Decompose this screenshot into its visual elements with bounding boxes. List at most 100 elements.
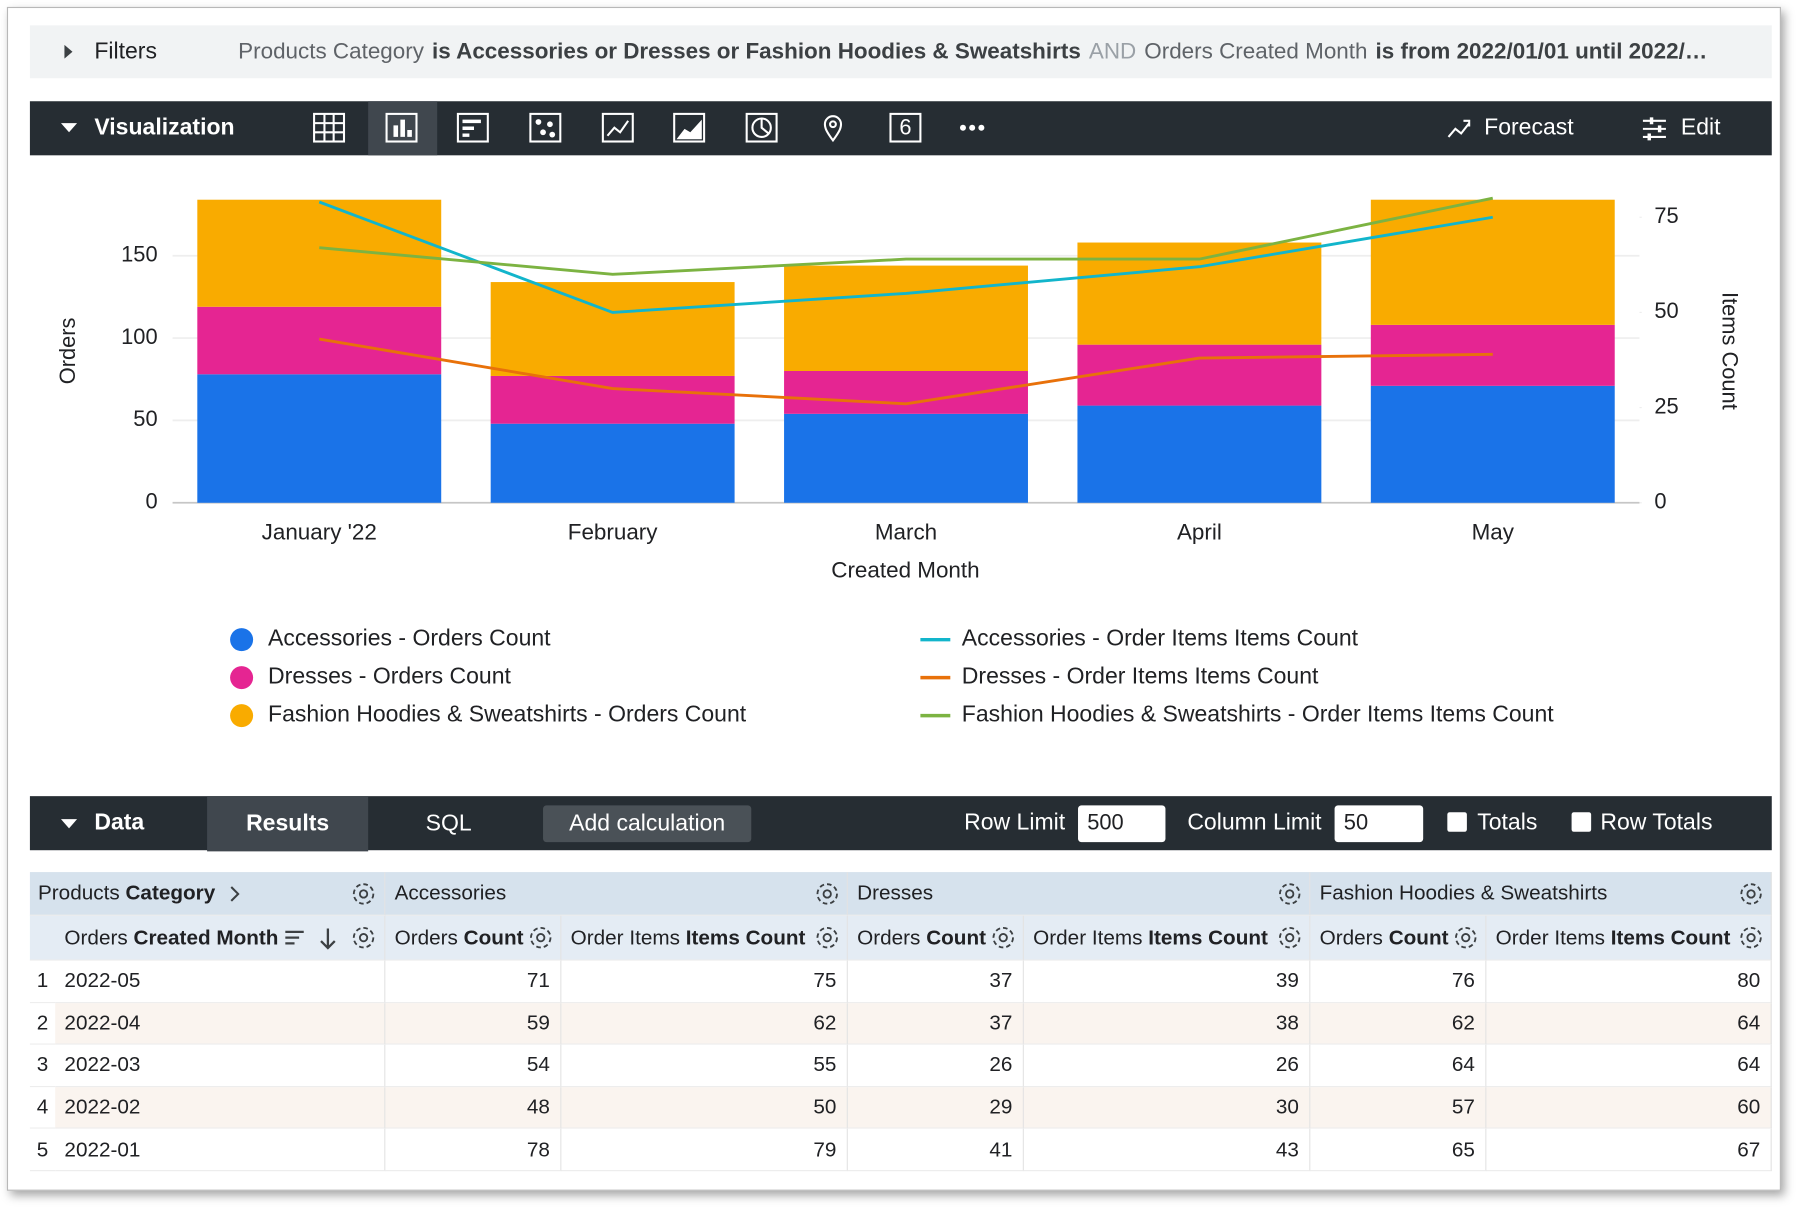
single-value-icon-text: 6 xyxy=(899,115,911,140)
pivot-value-cell: Accessories xyxy=(385,872,848,916)
measure-cell: 79 xyxy=(561,1129,848,1172)
bar xyxy=(784,371,1028,414)
field-name: Count xyxy=(463,925,524,949)
gear-outer xyxy=(816,926,838,949)
measure-cell: 75 xyxy=(561,960,848,1003)
settings-icon xyxy=(1279,883,1301,905)
column-limit-input[interactable]: 50 xyxy=(1334,805,1424,843)
data-label[interactable]: Data xyxy=(94,809,145,836)
line xyxy=(318,200,1494,314)
measure-cell: 67 xyxy=(1486,1129,1772,1172)
chevron-path xyxy=(230,886,240,902)
measure-cell: 62 xyxy=(1310,1002,1487,1045)
field-name: Category xyxy=(125,881,216,905)
checkbox[interactable] xyxy=(1571,812,1592,832)
icon-part xyxy=(529,112,562,143)
gear-outer xyxy=(352,926,375,949)
measure-header-cell: Order Items Items Count xyxy=(1486,915,1772,961)
tab[interactable]: SQL xyxy=(425,811,472,837)
y-tick-label: 150 xyxy=(121,241,157,266)
field-view: Orders xyxy=(857,925,921,949)
measure-cell: 26 xyxy=(847,1044,1024,1087)
bar xyxy=(1077,344,1322,406)
filter-joiner: AND xyxy=(1088,38,1137,64)
settings-icon xyxy=(992,926,1014,949)
measure-cell: 30 xyxy=(1023,1086,1311,1130)
icon-part xyxy=(535,119,542,125)
edit-button[interactable]: Edit xyxy=(1680,115,1721,141)
icon-part xyxy=(1657,125,1662,133)
settings-icon xyxy=(1740,883,1762,905)
checkbox[interactable] xyxy=(1447,812,1467,832)
measure-cell: 38 xyxy=(1023,1002,1311,1045)
icon-part xyxy=(606,120,630,137)
measure-cell: 59 xyxy=(385,1002,562,1045)
dimension-cell: 2022-01 xyxy=(55,1129,386,1172)
measure-header-cell: Order Items Items Count xyxy=(1023,915,1311,961)
line xyxy=(319,196,1494,276)
field-view: Orders xyxy=(394,925,458,949)
x-tick-label: February xyxy=(568,520,659,545)
dimension-cell: 2022-04 xyxy=(55,1002,386,1045)
x-tick-label: March xyxy=(875,520,937,545)
measure-header-cell: Orders Count xyxy=(847,915,1024,961)
measure-cell: 64 xyxy=(1486,1002,1772,1045)
icon-part xyxy=(751,117,772,138)
add-calculation-button[interactable]: Add calculation xyxy=(543,805,752,843)
row-number: 5 xyxy=(29,1129,56,1172)
icon-part xyxy=(1649,117,1654,125)
bar xyxy=(197,374,442,503)
gear-outer xyxy=(1279,926,1301,949)
legend-label: Fashion Hoodies & Sweatshirts - Order It… xyxy=(962,701,1554,727)
field-view: Order Items xyxy=(1495,925,1605,949)
row-limit-input[interactable]: 500 xyxy=(1078,805,1166,843)
row-number: 3 xyxy=(29,1044,56,1087)
measure-cell: 29 xyxy=(847,1086,1024,1130)
line xyxy=(319,337,1493,406)
gear-outer xyxy=(1740,926,1762,949)
measure-cell: 26 xyxy=(1023,1044,1311,1087)
measure-cell: 50 xyxy=(561,1086,848,1130)
gear-inner xyxy=(822,933,832,943)
bar xyxy=(1370,385,1615,503)
bar xyxy=(490,423,735,503)
data-bar: Data Results SQL Add calculation Row Limit 50… xyxy=(29,796,1772,852)
gear-outer xyxy=(1279,883,1301,905)
icon-part xyxy=(547,121,553,128)
collapse-icon xyxy=(60,819,78,829)
filters-bar: Filters Products Category is Accessories o… xyxy=(29,25,1772,79)
column-limit-label: Column Limit xyxy=(1187,809,1322,836)
tab[interactable]: Results xyxy=(207,796,369,852)
viz-icon: 6 xyxy=(889,112,922,143)
icon-part xyxy=(462,119,481,137)
viz-icon xyxy=(529,112,562,143)
y2-tick-label: 0 xyxy=(1654,489,1666,514)
legend-label: Accessories - Orders Count xyxy=(268,625,551,651)
forecast-button[interactable]: Forecast xyxy=(1484,115,1574,141)
bar xyxy=(784,413,1028,503)
settings-icon xyxy=(816,926,838,949)
filter-value: is Accessories or Dresses or Fashion Hoo… xyxy=(432,38,1081,64)
y2-tick-label: 25 xyxy=(1654,393,1678,418)
sort-arrow xyxy=(320,928,336,950)
y-tick-label: 0 xyxy=(145,489,157,514)
x-tick-label: April xyxy=(1177,520,1222,545)
filters-label[interactable]: Filters xyxy=(94,39,157,65)
icon-part xyxy=(393,119,412,137)
measure-cell: 37 xyxy=(847,960,1024,1003)
legend-swatch xyxy=(230,704,254,728)
visualization-bar: Visualization 6 Forecast Edit xyxy=(29,101,1772,156)
measure-cell: 39 xyxy=(1023,960,1311,1003)
visualization-label[interactable]: Visualization xyxy=(94,115,235,141)
y-tick-label: 100 xyxy=(121,324,157,349)
settings-icon xyxy=(352,883,375,905)
measure-cell: 37 xyxy=(847,1002,1024,1045)
field-name: Count xyxy=(1388,925,1449,949)
bar xyxy=(490,282,735,376)
gear-inner xyxy=(1746,889,1756,899)
icon-part xyxy=(676,119,702,140)
legend-swatch xyxy=(230,628,254,652)
bar xyxy=(197,199,442,307)
totals-label: Totals xyxy=(1477,809,1538,836)
y2-axis-title: Items Count xyxy=(1717,292,1742,410)
